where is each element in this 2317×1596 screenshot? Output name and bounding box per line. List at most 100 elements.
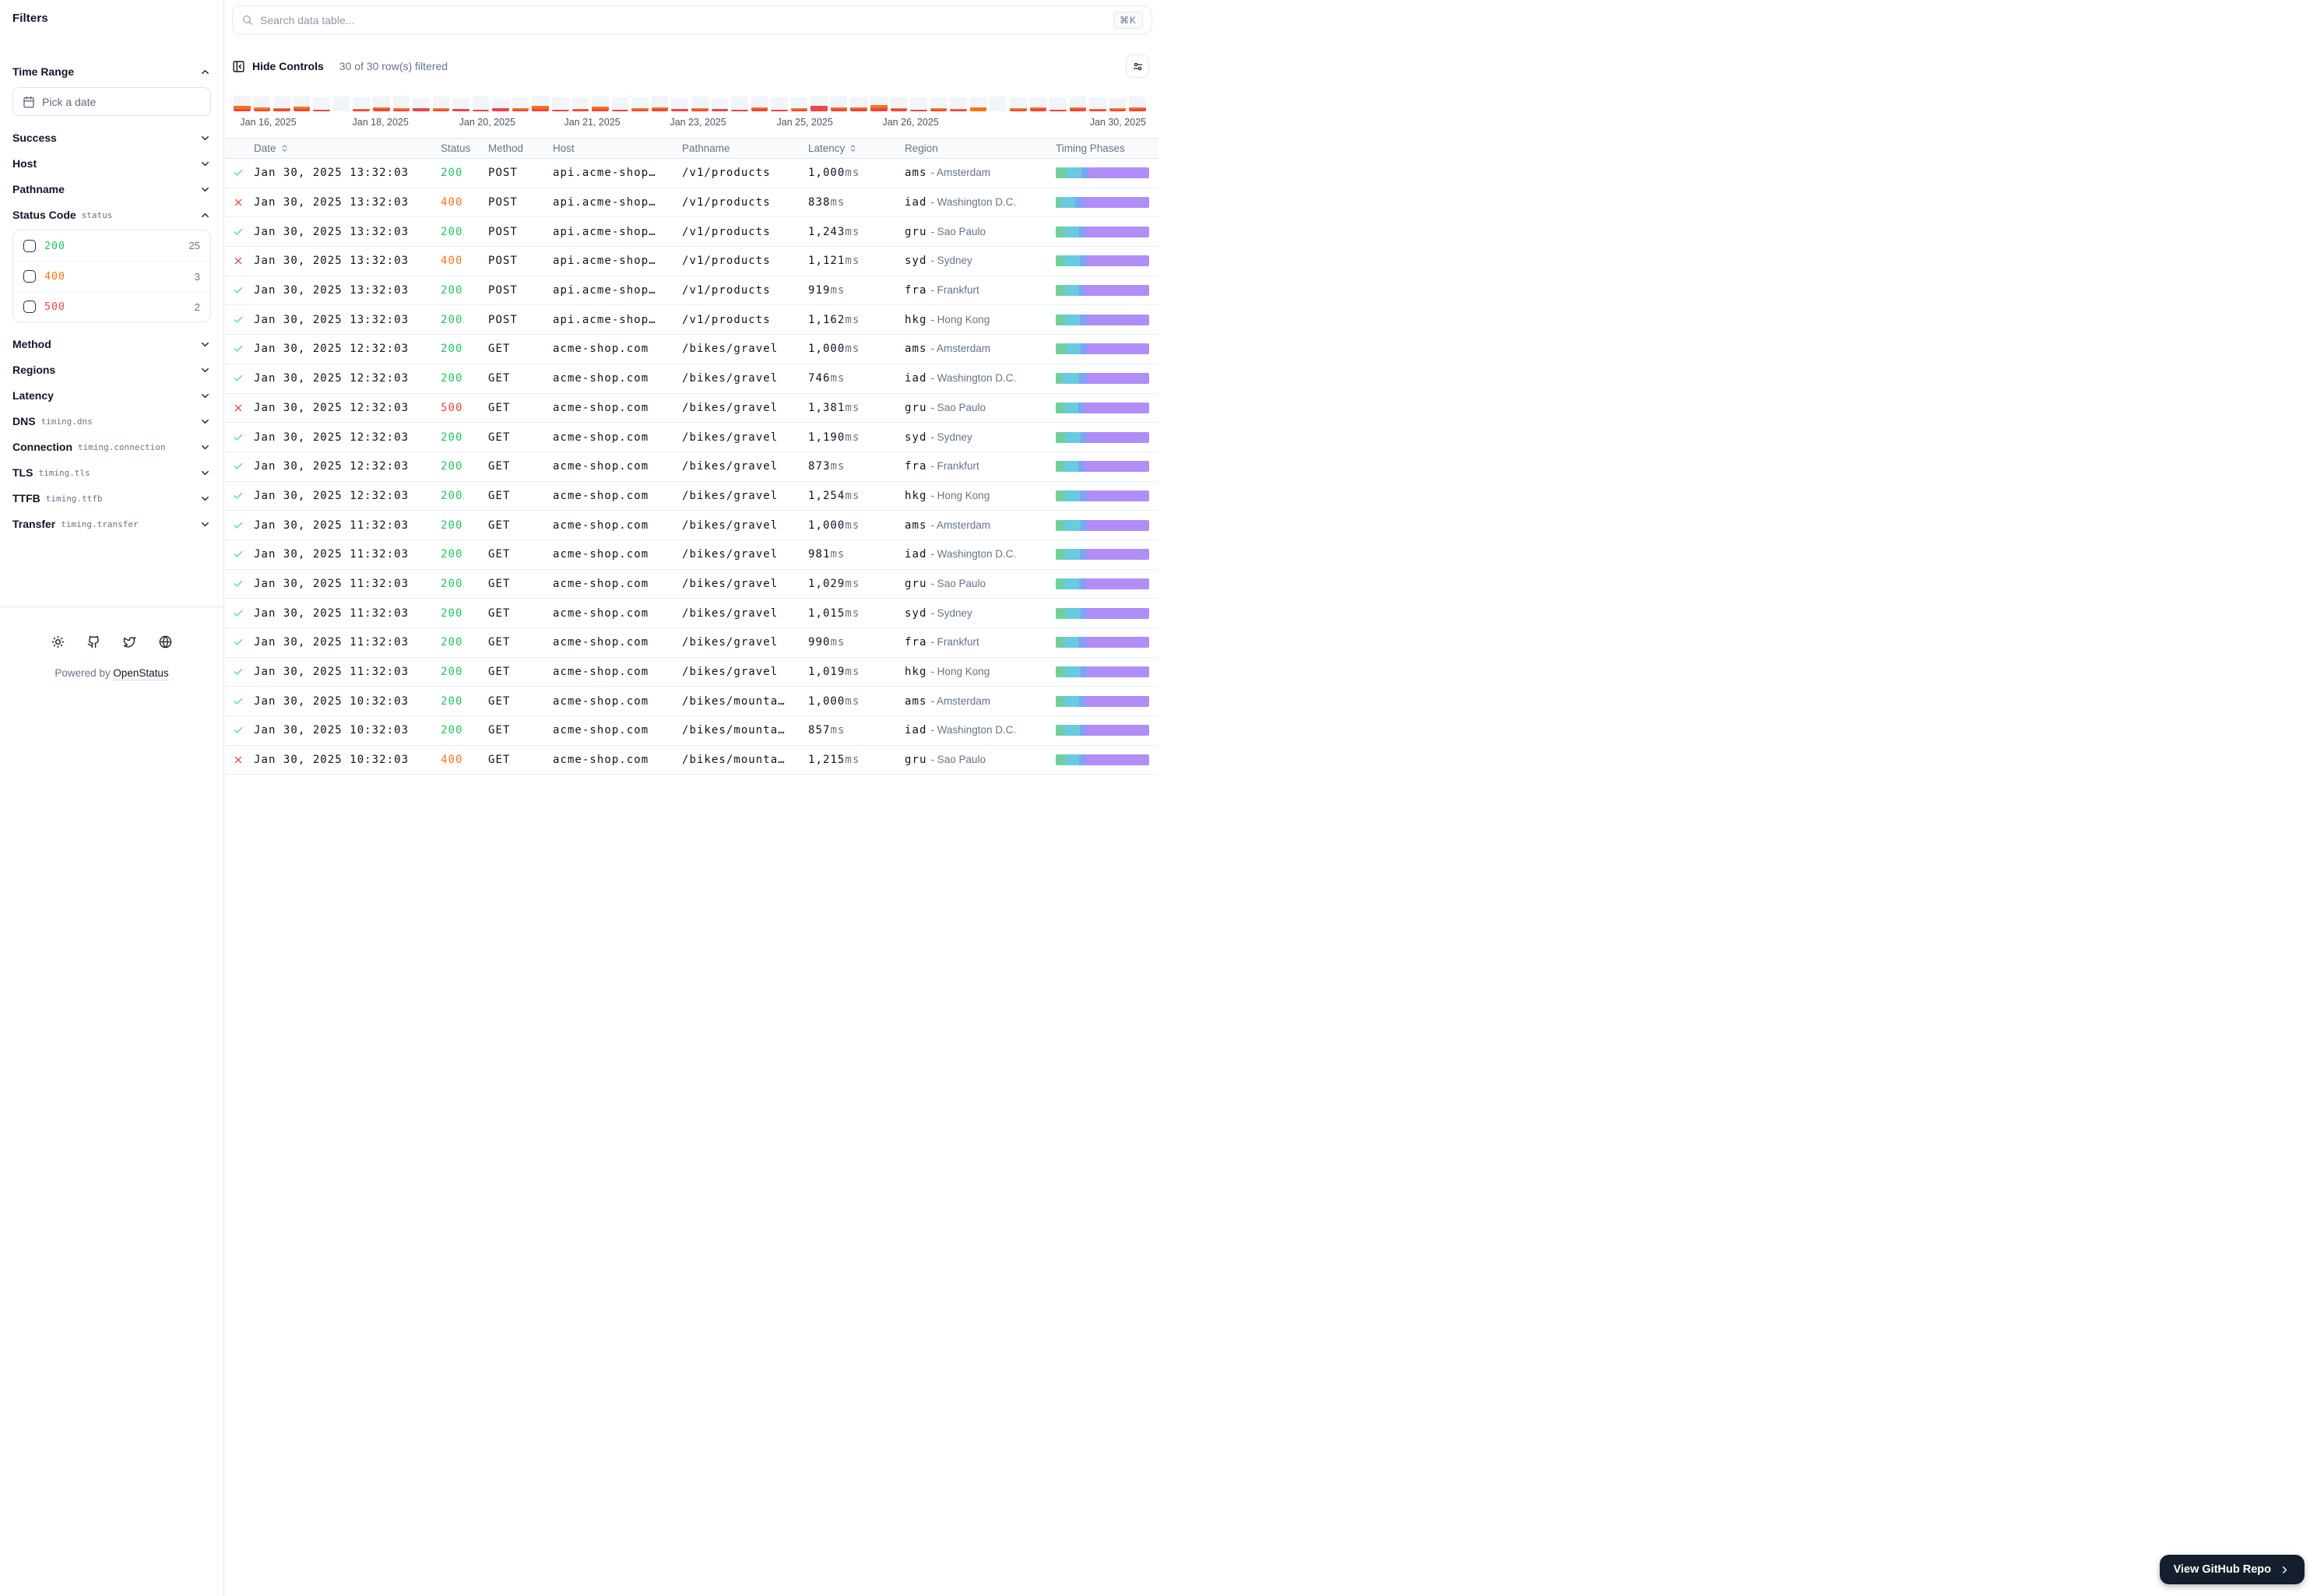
timeline-bar[interactable] <box>652 96 669 111</box>
timeline-bar[interactable] <box>294 97 311 111</box>
timeline-bar[interactable] <box>473 97 490 111</box>
checkbox[interactable] <box>23 270 36 283</box>
timeline-bar[interactable] <box>353 97 370 111</box>
table-row[interactable]: Jan 30, 2025 12:32:03 200 GET acme-shop.… <box>224 335 1158 364</box>
timeline-bar[interactable] <box>1109 98 1127 111</box>
timeline-bar[interactable] <box>731 97 748 111</box>
filter-section-header[interactable]: TLS timing.tls <box>12 462 211 483</box>
filter-section-header[interactable]: Connection timing.connection <box>12 436 211 458</box>
timeline-bar[interactable] <box>532 97 549 111</box>
table-row[interactable]: Jan 30, 2025 13:32:03 200 POST api.acme-… <box>224 276 1158 306</box>
table-row[interactable]: Jan 30, 2025 10:32:03 400 GET acme-shop.… <box>224 746 1158 775</box>
timeline-bar[interactable] <box>990 97 1007 111</box>
timeline-bar[interactable] <box>1010 97 1027 111</box>
timeline-bar[interactable] <box>313 97 330 111</box>
timeline-bar[interactable] <box>631 97 649 111</box>
github-link-button[interactable] <box>87 635 100 649</box>
timeline-bar[interactable] <box>1129 97 1146 111</box>
cell-status: 200 <box>441 548 488 561</box>
hide-controls-button[interactable]: Hide Controls <box>232 60 324 73</box>
status-code-option[interactable]: 400 3 <box>13 261 210 291</box>
status-code-option[interactable]: 200 25 <box>13 230 210 261</box>
timeline-bar[interactable] <box>512 97 529 111</box>
table-row[interactable]: Jan 30, 2025 12:32:03 200 GET acme-shop.… <box>224 423 1158 452</box>
status-code-option[interactable]: 500 2 <box>13 291 210 322</box>
filter-section-header[interactable]: Status Code status <box>12 204 211 226</box>
table-row[interactable]: Jan 30, 2025 11:32:03 200 GET acme-shop.… <box>224 658 1158 687</box>
timeline-bar[interactable] <box>254 97 271 111</box>
timeline-bar[interactable] <box>413 98 430 111</box>
table-column-header[interactable]: Latency <box>808 142 905 154</box>
timeline-bar[interactable] <box>433 97 450 111</box>
table-row[interactable]: Jan 30, 2025 11:32:03 200 GET acme-shop.… <box>224 511 1158 540</box>
search-input[interactable] <box>260 14 1106 26</box>
timeline-bar[interactable] <box>850 97 867 111</box>
timeline-bar[interactable] <box>810 97 828 111</box>
table-row[interactable]: Jan 30, 2025 11:32:03 200 GET acme-shop.… <box>224 540 1158 570</box>
table-row[interactable]: Jan 30, 2025 11:32:03 200 GET acme-shop.… <box>224 599 1158 628</box>
checkbox[interactable] <box>23 301 36 313</box>
filter-section-header[interactable]: Time Range <box>12 61 211 83</box>
timeline-bar[interactable] <box>234 96 251 111</box>
timeline-chart[interactable]: Jan 16, 2025Jan 18, 2025Jan 20, 2025Jan … <box>224 95 1158 130</box>
filter-section-header[interactable]: Latency <box>12 385 211 406</box>
timeline-bar[interactable] <box>1050 97 1067 111</box>
timeline-bar[interactable] <box>751 97 768 111</box>
timeline-bar[interactable] <box>970 97 987 111</box>
checkbox[interactable] <box>23 240 36 252</box>
website-link-button[interactable] <box>159 635 172 649</box>
timeline-bar[interactable] <box>393 97 410 111</box>
table-row[interactable]: Jan 30, 2025 10:32:03 200 GET acme-shop.… <box>224 716 1158 746</box>
timeline-bar[interactable] <box>452 98 469 111</box>
filter-section-header[interactable]: Pathname <box>12 178 211 200</box>
table-view-settings-button[interactable] <box>1126 54 1149 78</box>
timeline-bar[interactable] <box>870 97 888 111</box>
timeline-bar[interactable] <box>572 97 589 111</box>
table-row[interactable]: Jan 30, 2025 11:32:03 200 GET acme-shop.… <box>224 628 1158 658</box>
timeline-bar[interactable] <box>712 98 729 111</box>
view-github-repo-button[interactable]: View GitHub Repo <box>2160 1555 2305 1584</box>
timeline-bar[interactable] <box>1089 97 1106 111</box>
filter-section-header[interactable]: DNS timing.dns <box>12 410 211 432</box>
table-row[interactable]: Jan 30, 2025 13:32:03 200 POST api.acme-… <box>224 305 1158 335</box>
table-row[interactable]: Jan 30, 2025 13:32:03 400 POST api.acme-… <box>224 188 1158 218</box>
filter-section-header[interactable]: Method <box>12 333 211 355</box>
table-row[interactable]: Jan 30, 2025 12:32:03 200 GET acme-shop.… <box>224 482 1158 511</box>
table-row[interactable]: Jan 30, 2025 12:32:03 200 GET acme-shop.… <box>224 364 1158 394</box>
table-row[interactable]: Jan 30, 2025 11:32:03 200 GET acme-shop.… <box>224 570 1158 599</box>
timeline-bar[interactable] <box>373 97 390 111</box>
timeline-bar[interactable] <box>671 98 688 111</box>
timeline-bar[interactable] <box>552 97 569 111</box>
filter-section-header[interactable]: TTFB timing.ttfb <box>12 487 211 509</box>
timeline-bar[interactable] <box>1030 97 1047 111</box>
theme-toggle-button[interactable] <box>51 635 65 649</box>
date-picker[interactable]: Pick a date <box>12 87 211 116</box>
filter-section-header[interactable]: Regions <box>12 359 211 381</box>
timeline-bar[interactable] <box>592 97 609 111</box>
openstatus-link[interactable]: OpenStatus <box>113 667 168 679</box>
table-row[interactable]: Jan 30, 2025 13:32:03 200 POST api.acme-… <box>224 159 1158 188</box>
table-row[interactable]: Jan 30, 2025 12:32:03 200 GET acme-shop.… <box>224 452 1158 482</box>
timeline-bar[interactable] <box>930 97 948 111</box>
timeline-bar[interactable] <box>612 97 629 111</box>
timeline-bar[interactable] <box>273 97 290 111</box>
timeline-bar[interactable] <box>831 97 848 111</box>
table-row[interactable]: Jan 30, 2025 10:32:03 200 GET acme-shop.… <box>224 687 1158 716</box>
timeline-bar[interactable] <box>910 97 927 111</box>
timeline-bar[interactable] <box>891 97 908 111</box>
table-row[interactable]: Jan 30, 2025 13:32:03 400 POST api.acme-… <box>224 247 1158 276</box>
timeline-bar[interactable] <box>492 99 509 111</box>
table-row[interactable]: Jan 30, 2025 12:32:03 500 GET acme-shop.… <box>224 394 1158 424</box>
filter-section-header[interactable]: Transfer timing.transfer <box>12 513 211 535</box>
filter-section-header[interactable]: Success <box>12 127 211 149</box>
timeline-bar[interactable] <box>771 97 788 111</box>
timeline-bar[interactable] <box>950 97 967 111</box>
twitter-link-button[interactable] <box>123 635 136 649</box>
timeline-bar[interactable] <box>791 97 808 111</box>
filter-section-header[interactable]: Host <box>12 153 211 174</box>
table-column-header[interactable]: Date <box>254 142 441 154</box>
timeline-bar[interactable] <box>333 97 350 111</box>
timeline-bar[interactable] <box>691 97 708 111</box>
timeline-bar[interactable] <box>1070 97 1087 111</box>
table-row[interactable]: Jan 30, 2025 13:32:03 200 POST api.acme-… <box>224 217 1158 247</box>
